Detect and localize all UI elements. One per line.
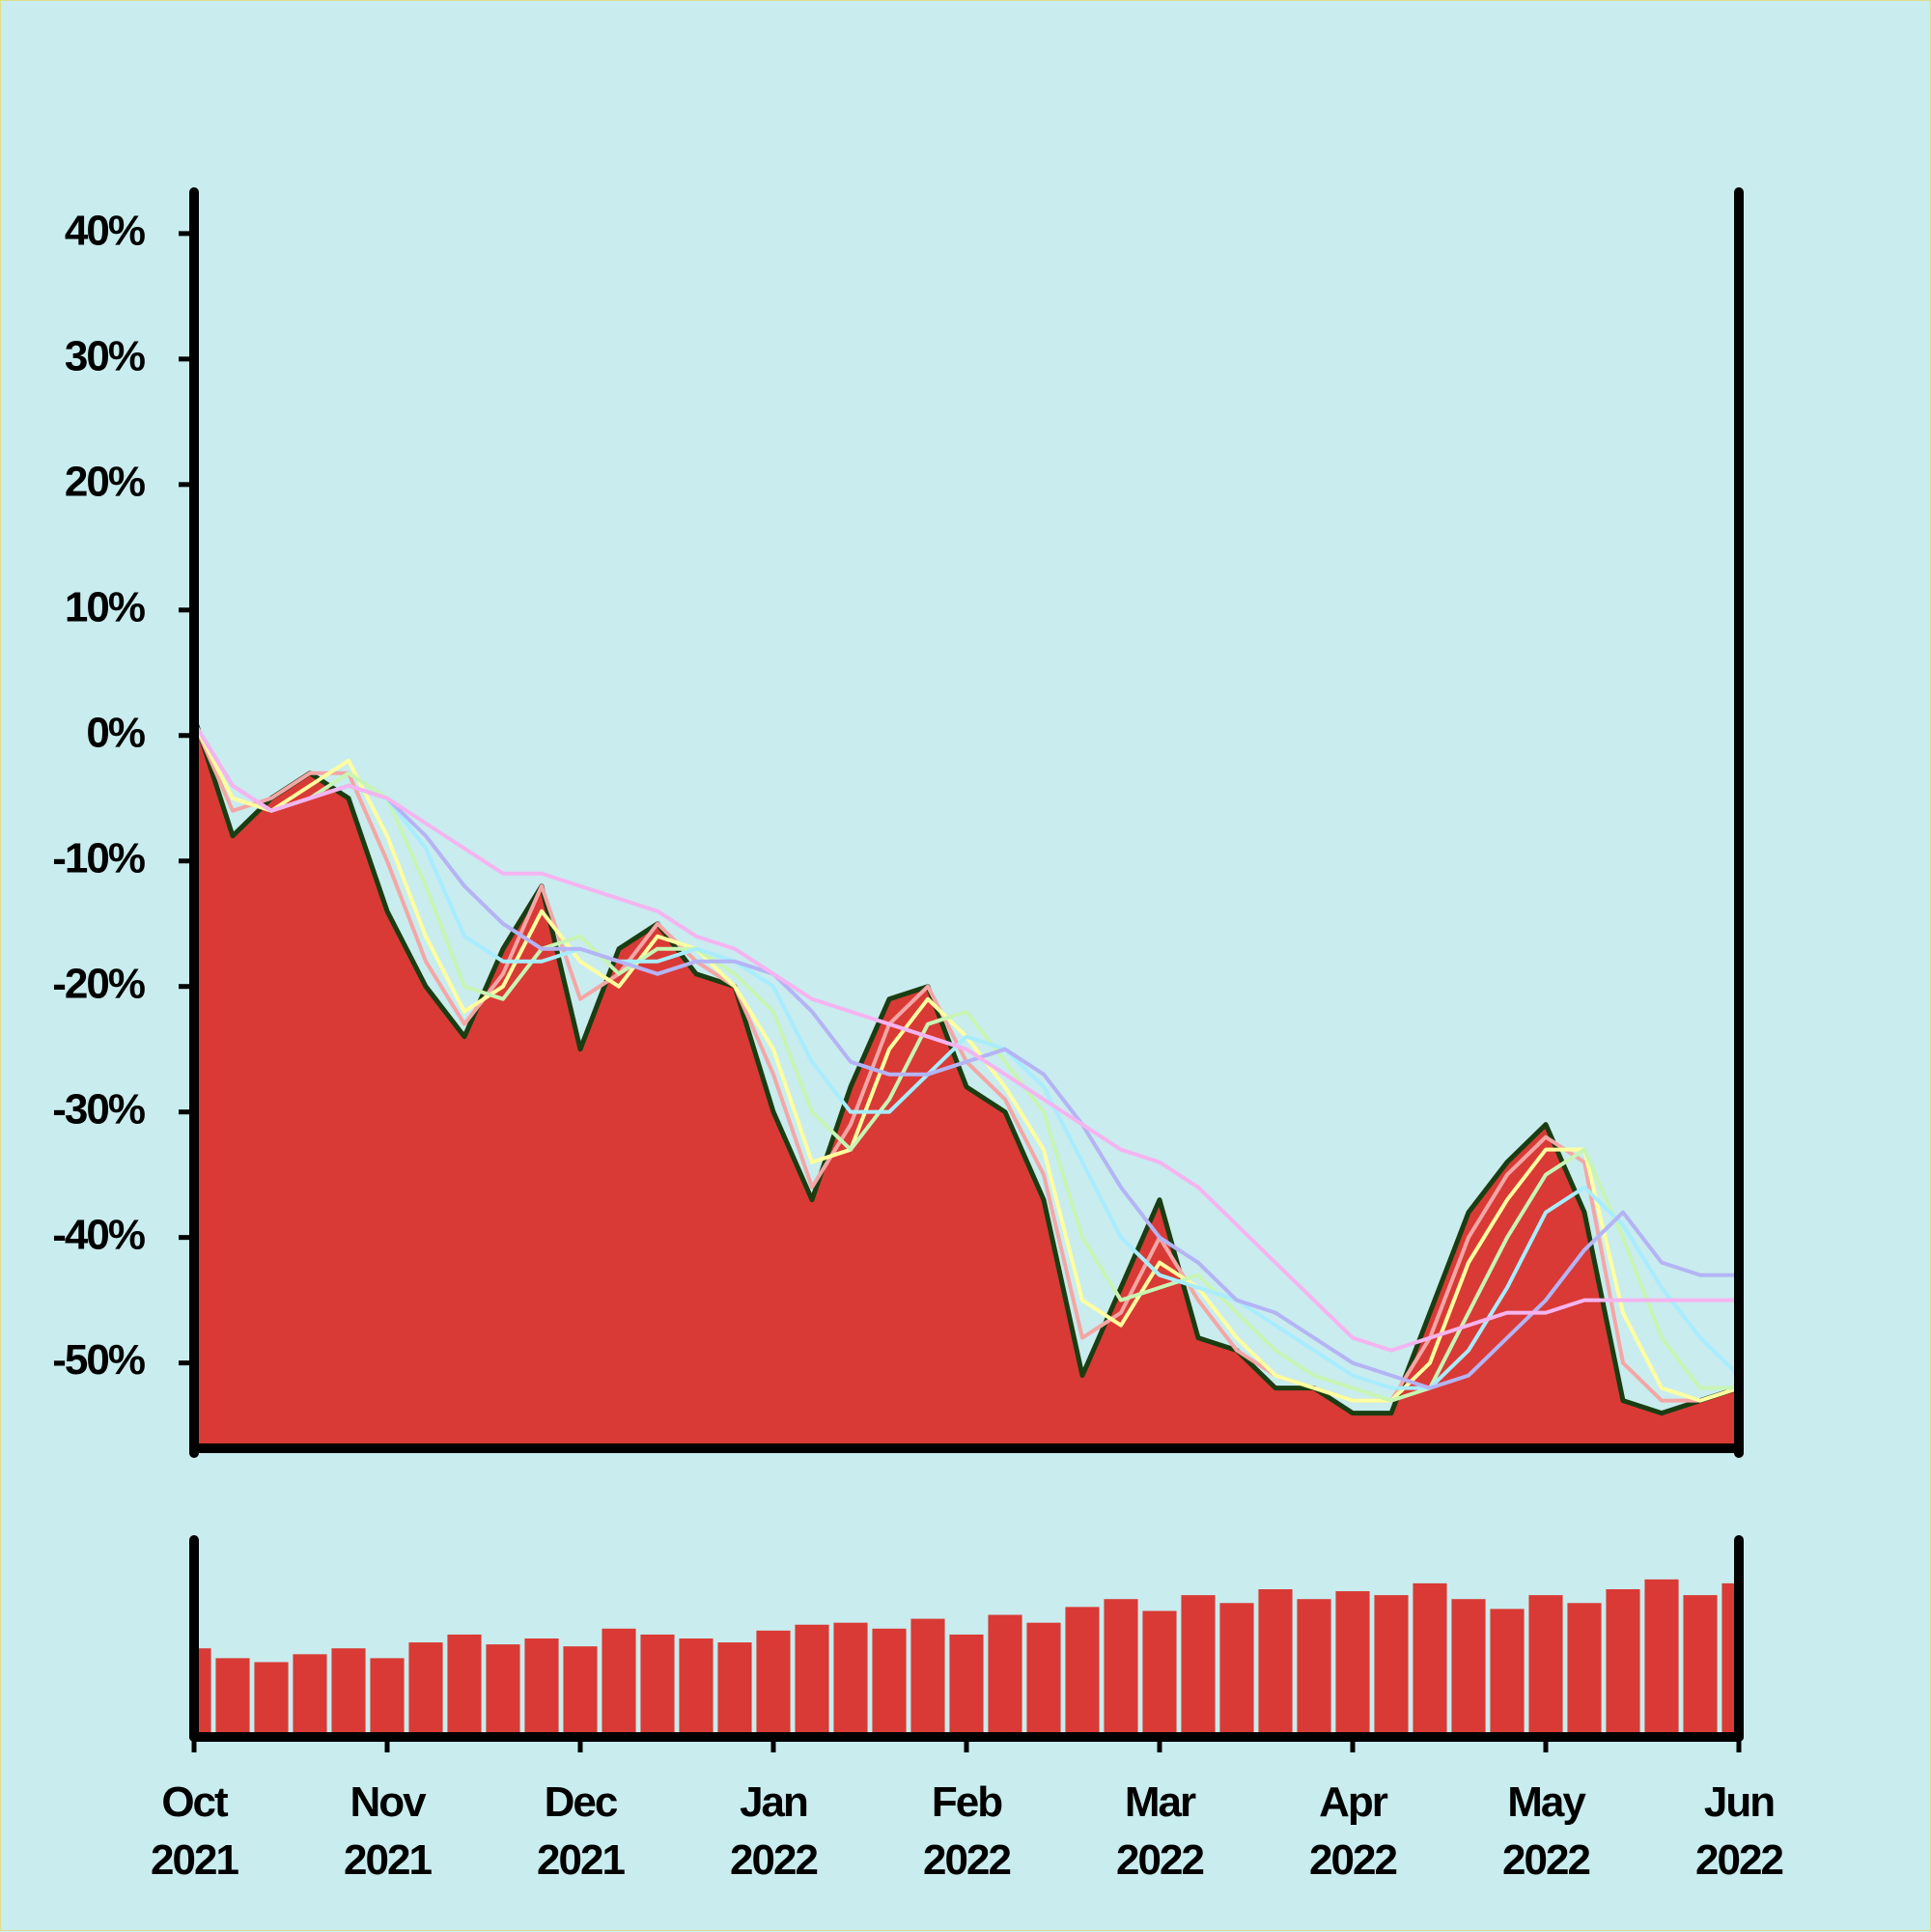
volume-bar bbox=[1644, 1579, 1679, 1737]
x-tick-label: Nov 2021 bbox=[344, 1778, 433, 1884]
x-tick-label: Dec 2021 bbox=[537, 1778, 626, 1884]
volume-bar bbox=[447, 1634, 482, 1737]
y-tick-label: 40% bbox=[65, 208, 145, 255]
volume-bar bbox=[717, 1642, 752, 1737]
volume-bar bbox=[872, 1628, 907, 1737]
y-tick-label: 30% bbox=[65, 332, 145, 379]
moving-average-line bbox=[192, 721, 1741, 1390]
volume-bar bbox=[563, 1646, 598, 1737]
volume-bar bbox=[640, 1634, 675, 1737]
volume-bar bbox=[1026, 1622, 1061, 1737]
volume-bar bbox=[254, 1662, 289, 1737]
price-line bbox=[191, 715, 1740, 1416]
volume-bar bbox=[1683, 1595, 1718, 1737]
volume-bar bbox=[1528, 1595, 1563, 1737]
volume-bar bbox=[1606, 1589, 1640, 1737]
volume-bar bbox=[1567, 1603, 1602, 1737]
volume-bar bbox=[1413, 1582, 1447, 1737]
volume-bar bbox=[988, 1614, 1022, 1737]
x-tick-label: Mar 2022 bbox=[1116, 1778, 1205, 1884]
x-tick-label: Feb 2022 bbox=[923, 1778, 1012, 1884]
y-tick-label: -20% bbox=[52, 960, 145, 1007]
x-tick-label: May 2022 bbox=[1502, 1778, 1591, 1884]
volume-bar bbox=[949, 1634, 984, 1737]
volume-bar bbox=[370, 1658, 405, 1737]
y-tick-label: -50% bbox=[52, 1336, 145, 1384]
y-tick-label: -40% bbox=[52, 1211, 145, 1258]
y-tick-label: -10% bbox=[52, 834, 145, 882]
volume-bar bbox=[524, 1638, 559, 1737]
volume-bar bbox=[1335, 1591, 1370, 1737]
y-tick-label: -30% bbox=[52, 1085, 145, 1133]
volume-bar bbox=[1181, 1595, 1216, 1737]
volume-bar bbox=[408, 1642, 443, 1737]
volume-bar bbox=[1219, 1603, 1254, 1737]
area bbox=[194, 716, 1739, 1448]
volume-bar bbox=[1142, 1610, 1177, 1737]
x-tick-label: Oct 2021 bbox=[151, 1778, 239, 1884]
moving-average-line bbox=[192, 721, 1739, 1403]
volume-bar bbox=[293, 1654, 327, 1737]
volume-bar bbox=[679, 1638, 714, 1737]
volume-bar bbox=[833, 1622, 868, 1737]
volume-bar bbox=[486, 1644, 520, 1737]
volume-bar bbox=[1374, 1595, 1409, 1737]
x-tick-label: Apr 2022 bbox=[1309, 1778, 1398, 1884]
x-tick-label: Jun 2022 bbox=[1695, 1778, 1784, 1884]
y-tick-label: 20% bbox=[65, 458, 145, 505]
volume-bar bbox=[756, 1630, 791, 1737]
x-tick-label: Jan 2022 bbox=[730, 1778, 819, 1884]
volume-bar bbox=[1104, 1599, 1138, 1737]
volume-bar bbox=[331, 1648, 366, 1737]
volume-bar bbox=[1065, 1607, 1100, 1737]
y-tick-label: 10% bbox=[65, 583, 145, 630]
moving-average-line bbox=[192, 721, 1739, 1390]
volume-bar bbox=[1258, 1589, 1293, 1737]
volume-bar bbox=[795, 1624, 829, 1737]
volume-bar bbox=[1297, 1599, 1331, 1737]
volume-bar bbox=[1451, 1599, 1486, 1737]
volume-bar bbox=[602, 1628, 636, 1737]
volume-bar bbox=[910, 1618, 945, 1737]
moving-average-line bbox=[192, 721, 1739, 1353]
volume-bar bbox=[215, 1658, 250, 1737]
volume-bar bbox=[1490, 1609, 1525, 1737]
y-tick-label: 0% bbox=[86, 709, 144, 756]
